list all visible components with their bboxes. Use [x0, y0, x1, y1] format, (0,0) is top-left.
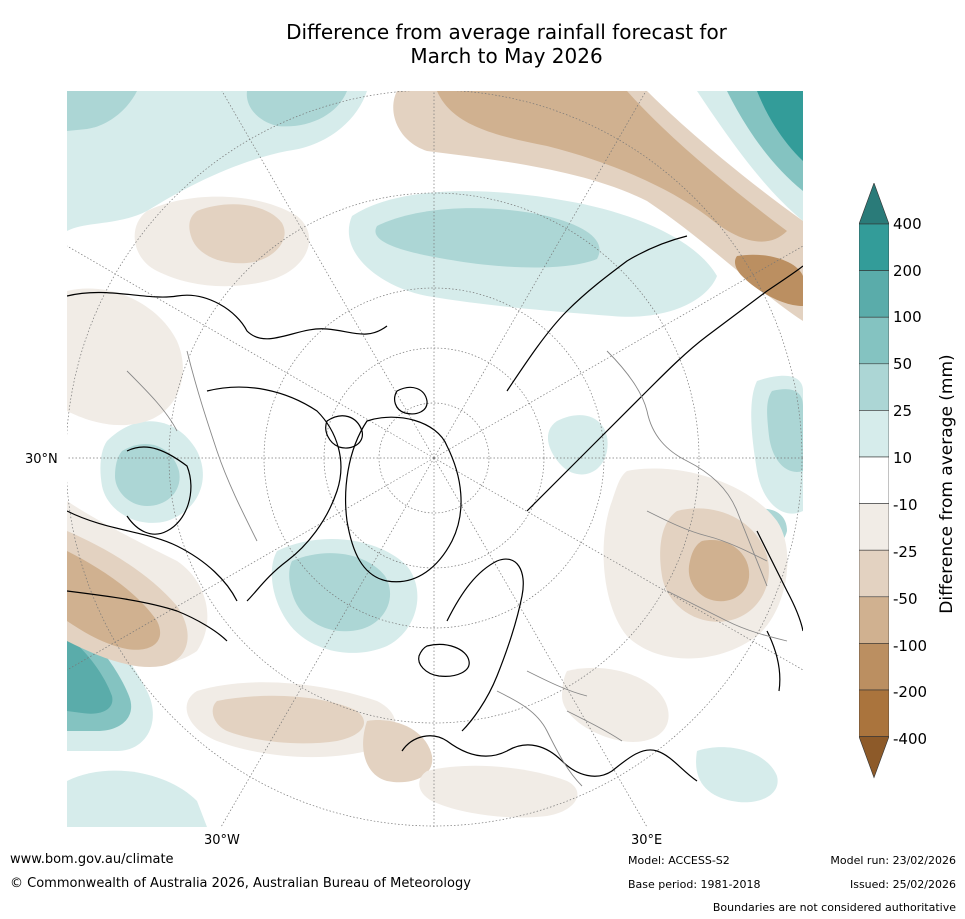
dry-region-west-pacific [67, 288, 183, 426]
wet-region-north-band-core [375, 208, 600, 268]
graticule [67, 91, 803, 827]
colorbar-segment [859, 316, 889, 365]
meridian-150e [433, 91, 647, 459]
colorbar [859, 183, 889, 779]
latitude-circle-80n [378, 402, 490, 514]
wet-region-south-east [696, 747, 778, 803]
colorbar-tick-minus-25: -25 [893, 543, 918, 561]
map-title-line-1: Difference from average rainfall forecas… [286, 20, 727, 44]
colorbar-segment [859, 643, 889, 691]
map-title: Difference from average rainfall forecas… [0, 20, 965, 68]
coastline-europe [401, 735, 698, 782]
colorbar-segment [859, 596, 889, 644]
colorbar-tick-10: 10 [893, 449, 913, 467]
colorbar-extend-max [859, 183, 889, 225]
wetter-anomaly-regions [67, 91, 803, 827]
coastline-arctic-islands [325, 386, 428, 449]
coastline-iceland [418, 643, 470, 677]
border-central-asia [646, 510, 788, 642]
coastline-siberia-north [506, 235, 688, 392]
colorbar-segment [859, 270, 889, 318]
footer-disclaimer: Boundaries are not considered authoritat… [712, 901, 956, 914]
wet-region-east-siberia-core [767, 389, 803, 472]
border-eurasia [606, 350, 768, 587]
meridian-120w [67, 245, 435, 459]
dry-region-ne-edge [734, 254, 803, 306]
meridian-30w [220, 457, 435, 827]
wet-region-north-atlantic-core [289, 553, 391, 632]
colorbar-segment [859, 503, 889, 551]
longitude-label-30w: 30°W [204, 833, 240, 848]
wet-region-hudson-core [115, 443, 180, 506]
border-north-america [126, 350, 258, 542]
colorbar-tick-400: 400 [893, 215, 922, 233]
dry-region-nw-atlantic-core [189, 204, 285, 264]
footer-model-run: Model run: 23/02/2026 [830, 854, 956, 867]
footer-copyright: © Commonwealth of Australia 2026, Austra… [10, 876, 471, 891]
coastline-north-america [67, 291, 388, 642]
drier-anomaly-regions [67, 91, 803, 818]
latitude-circle-60n [263, 287, 605, 629]
colorbar-segment [859, 549, 889, 598]
dry-region-mediterranean [419, 765, 578, 818]
colorbar-segment [859, 223, 889, 271]
colorbar-tick-25: 25 [893, 402, 913, 420]
colorbar-segment [859, 410, 889, 458]
coastline-scandinavia [446, 558, 524, 732]
dry-region-west-pacific-core [67, 551, 161, 650]
colorbar-tick-200: 200 [893, 262, 922, 280]
longitude-label-30e: 30°E [631, 833, 663, 848]
colorbar-extend-min [859, 736, 889, 779]
dry-region-north-arc [393, 91, 803, 321]
colorbar-tick-100: 100 [893, 308, 922, 326]
colorbar-tick-minus-50: -50 [893, 590, 918, 608]
dry-region-mid-atlantic-core [212, 695, 365, 744]
meridian-120e [433, 245, 803, 459]
colorbar-tick-minus-200: -200 [893, 683, 928, 701]
footer-base-period: Base period: 1981-2018 [628, 878, 761, 891]
footer-website: www.bom.gov.au/climate [10, 852, 174, 867]
wet-region-central-asia [547, 415, 608, 475]
dry-region-south-asia [562, 667, 669, 742]
colorbar-segments [859, 183, 889, 779]
dry-region-north-arc-core [437, 91, 787, 242]
latitude-circle-45n [168, 192, 700, 724]
meridian-150w [221, 91, 435, 459]
map-svg [67, 91, 803, 827]
wet-region-ne-core [757, 91, 803, 161]
colorbar-title: Difference from average (mm) [937, 354, 957, 614]
colorbar-tick-50: 50 [893, 355, 913, 373]
colorbar-segment [859, 363, 889, 411]
country-borders [126, 350, 788, 787]
wet-region-nw-core [67, 91, 347, 131]
border-europe [496, 670, 623, 787]
wet-region-south-west [67, 770, 207, 827]
map-title-line-2: March to May 2026 [410, 44, 603, 68]
dry-region-iberia [363, 720, 433, 783]
footer-model: Model: ACCESS-S2 [628, 854, 730, 867]
colorbar-tick-minus-10: -10 [893, 496, 918, 514]
colorbar-segment [859, 456, 889, 504]
coastline-russia-arctic [526, 265, 803, 512]
latitude-label-30n: 30°N [25, 452, 58, 467]
colorbar-tick-minus-400: -400 [893, 730, 928, 748]
meridian-30e [433, 457, 648, 827]
meridian-60e [433, 457, 803, 671]
colorbar-segment [859, 689, 889, 737]
colorbar-tick-minus-100: -100 [893, 637, 928, 655]
polar-rainfall-map [67, 91, 803, 827]
coastline-greenland [345, 416, 462, 583]
dry-region-central-asia-core [688, 540, 750, 602]
wet-region-pacific-inner [67, 636, 113, 714]
meridian-60w [67, 457, 435, 671]
footer-issued: Issued: 25/02/2026 [849, 878, 956, 891]
